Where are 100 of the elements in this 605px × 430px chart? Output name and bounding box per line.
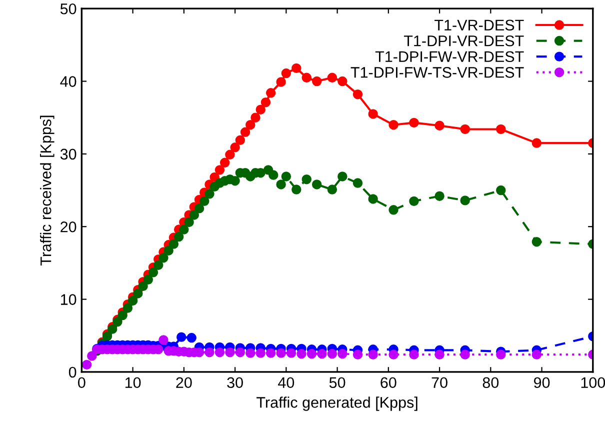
x-tick-label: 30 — [227, 377, 243, 388]
point — [204, 189, 214, 199]
legend-label: T1-DPI-FW-VR-DEST — [375, 51, 524, 62]
point — [292, 63, 302, 74]
point — [532, 138, 542, 148]
y-tick-label: 0 — [68, 366, 76, 378]
point — [327, 184, 338, 194]
point — [434, 191, 444, 201]
x-tick-label: 90 — [534, 377, 550, 388]
legend-label: T1-DPI-FW-TS-VR-DEST — [350, 67, 524, 78]
point — [246, 348, 256, 358]
x-tick-label: 0 — [78, 377, 86, 388]
point — [368, 194, 378, 204]
point — [352, 178, 363, 188]
point — [204, 347, 214, 358]
point — [118, 310, 128, 320]
point — [143, 274, 153, 285]
point — [276, 348, 286, 358]
point — [225, 150, 235, 160]
point — [496, 185, 506, 196]
point — [200, 196, 210, 206]
x-tick-label: 70 — [432, 377, 448, 388]
point — [276, 180, 286, 190]
point — [409, 118, 419, 128]
point — [496, 350, 506, 360]
point — [82, 360, 92, 370]
point — [312, 76, 322, 86]
point — [133, 288, 143, 298]
point — [352, 350, 363, 360]
y-tick-label: 20 — [60, 221, 76, 232]
point — [286, 348, 296, 358]
point — [164, 246, 174, 256]
point — [186, 332, 196, 343]
point — [220, 158, 230, 168]
point — [292, 184, 302, 194]
point — [327, 348, 338, 359]
point — [302, 174, 312, 184]
point — [352, 89, 363, 100]
point — [256, 104, 266, 114]
point — [194, 204, 204, 214]
point — [338, 76, 348, 86]
point — [532, 350, 542, 360]
x-tick-label: 50 — [329, 377, 346, 388]
legend-label: T1-VR-DEST — [434, 20, 524, 31]
point — [260, 97, 271, 108]
point — [214, 347, 225, 358]
point — [338, 172, 348, 182]
point — [138, 281, 148, 292]
point — [388, 350, 398, 360]
point — [317, 348, 327, 359]
y-tick-label: 10 — [60, 294, 76, 305]
point — [179, 224, 189, 234]
point — [268, 170, 278, 180]
point — [230, 142, 240, 152]
x-tick-label: 20 — [176, 377, 192, 388]
point — [266, 348, 276, 358]
point — [189, 210, 200, 220]
point — [128, 296, 138, 306]
x-tick-label: 60 — [380, 377, 396, 388]
y-tick-label: 30 — [60, 148, 76, 160]
point — [460, 350, 470, 360]
point — [225, 347, 235, 358]
point — [87, 351, 97, 361]
point — [214, 165, 225, 175]
point — [256, 348, 266, 358]
x-axis-title: Traffic generated [Kpps] — [256, 396, 418, 411]
point — [368, 350, 378, 360]
x-tick-label: 10 — [125, 377, 141, 388]
y-tick-label: 40 — [60, 76, 76, 87]
point — [434, 350, 444, 360]
point — [240, 127, 250, 137]
point — [158, 335, 168, 345]
point — [327, 72, 338, 82]
point — [532, 237, 542, 247]
point — [112, 316, 122, 327]
point — [250, 112, 260, 122]
point — [153, 260, 164, 270]
point — [266, 88, 276, 98]
point — [296, 348, 306, 359]
legend-label: T1-DPI-VR-DEST — [404, 35, 524, 46]
point — [302, 72, 312, 82]
x-tick-label: 40 — [278, 377, 294, 388]
point — [460, 124, 470, 134]
point — [246, 120, 256, 130]
point — [306, 348, 317, 359]
point — [235, 135, 246, 145]
point — [235, 347, 246, 358]
point — [168, 239, 179, 249]
x-tick-label: 100 — [581, 377, 605, 388]
point — [158, 252, 168, 263]
point — [230, 176, 240, 186]
point — [409, 196, 419, 206]
point — [281, 68, 292, 78]
point — [176, 332, 186, 342]
point — [122, 303, 133, 313]
point — [312, 180, 322, 190]
point — [281, 172, 292, 182]
point — [148, 268, 158, 278]
x-tick-label: 80 — [482, 377, 499, 388]
point — [388, 120, 398, 130]
